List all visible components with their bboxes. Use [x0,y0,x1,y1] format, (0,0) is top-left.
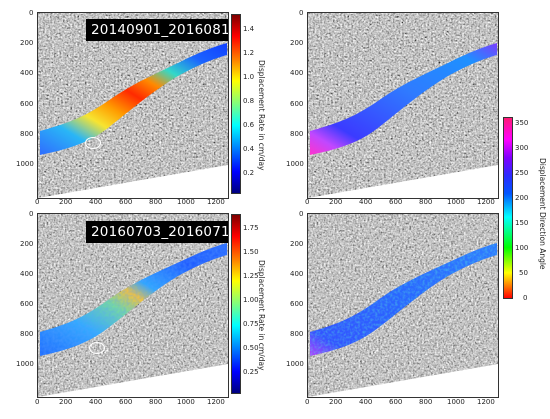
cbar-tick: 250 [515,169,529,177]
y-tick: 1000 [286,160,304,168]
cbar-tick: 1.4 [243,25,255,33]
colorbar-rate-2 [231,214,241,394]
x-tick: 0 [305,398,310,406]
x-tick: 1000 [447,198,465,206]
cbar-tick: 350 [515,119,529,127]
y-tick: 800 [20,130,34,138]
x-tick: 200 [59,198,73,206]
highlight-oval [85,137,101,149]
y-tick: 400 [290,270,304,278]
y-tick: 200 [290,240,304,248]
colorbar-title: Displacement Rate in cm/day [257,260,266,371]
y-tick: 400 [290,69,304,77]
y-tick: 200 [20,39,34,47]
y-tick: 0 [29,9,34,17]
x-tick: 600 [389,398,403,406]
x-tick: 1200 [207,198,225,206]
y-tick: 800 [20,330,34,338]
cbar-tick: 1.50 [243,248,259,256]
y-tick: 0 [299,9,304,17]
cbar-tick: 100 [515,244,529,252]
x-tick: 800 [149,398,163,406]
x-tick: 1200 [477,398,495,406]
y-tick: 1000 [16,160,34,168]
panel-direction-2014-2016 [307,12,499,199]
y-tick: 1000 [16,360,34,368]
cbar-tick: 300 [515,144,529,152]
colorbar-direction [503,117,513,299]
cbar-tick: 0 [523,294,528,302]
y-tick: 0 [299,210,304,218]
cbar-tick: 1.75 [243,224,259,232]
x-tick: 800 [149,198,163,206]
y-tick: 600 [290,300,304,308]
x-tick: 400 [89,198,103,206]
x-tick: 0 [35,398,40,406]
cbar-tick: 0.8 [243,97,255,105]
y-tick: 400 [20,270,34,278]
y-tick: 200 [290,39,304,47]
sar-image [308,214,498,397]
panel-rate-2016: 20160703_20160714 [37,213,229,398]
x-tick: 200 [329,198,343,206]
cbar-tick: 1.00 [243,296,259,304]
cbar-tick: 0.2 [243,169,255,177]
sar-image [308,13,498,198]
cbar-tick: 0.4 [243,145,255,153]
x-tick: 400 [89,398,103,406]
x-tick: 1000 [177,198,195,206]
x-tick: 200 [59,398,73,406]
cbar-tick: 0.25 [243,368,259,376]
cbar-tick: 0.6 [243,121,255,129]
y-tick: 200 [20,240,34,248]
y-tick: 600 [290,100,304,108]
cbar-tick: 50 [519,269,528,277]
y-tick: 600 [20,300,34,308]
x-tick: 1000 [447,398,465,406]
colorbar-rate-1 [231,14,241,194]
x-tick: 1000 [177,398,195,406]
colorbar-title: Displacement Rate in cm/day [257,60,266,171]
x-tick: 0 [305,198,310,206]
y-tick: 600 [20,100,34,108]
y-tick: 400 [20,69,34,77]
cbar-tick: 1.0 [243,73,255,81]
y-tick: 800 [290,130,304,138]
y-tick: 800 [290,330,304,338]
x-tick: 1200 [207,398,225,406]
sar-image [38,214,228,397]
cbar-tick: 1.2 [243,49,255,57]
cbar-tick: 0.75 [243,320,259,328]
x-tick: 800 [419,398,433,406]
cbar-tick: 150 [515,219,529,227]
panel-rate-2014-2016: 20140901_20160816 [37,12,229,199]
cbar-tick: 0.50 [243,344,259,352]
cbar-tick: 200 [515,194,529,202]
x-tick: 600 [389,198,403,206]
panel-direction-2016 [307,213,499,398]
x-tick: 800 [419,198,433,206]
x-tick: 0 [35,198,40,206]
y-tick: 0 [29,210,34,218]
sar-image [38,13,228,198]
x-tick: 400 [359,198,373,206]
x-tick: 600 [119,398,133,406]
date-label: 20160703_20160714 [86,221,228,243]
highlight-oval [89,342,105,354]
y-tick: 1000 [286,360,304,368]
cbar-tick: 1.25 [243,272,259,280]
date-label: 20140901_20160816 [86,19,228,41]
colorbar-title: Displacement Direction Angle [538,158,547,270]
x-tick: 400 [359,398,373,406]
x-tick: 200 [329,398,343,406]
x-tick: 1200 [477,198,495,206]
x-tick: 600 [119,198,133,206]
